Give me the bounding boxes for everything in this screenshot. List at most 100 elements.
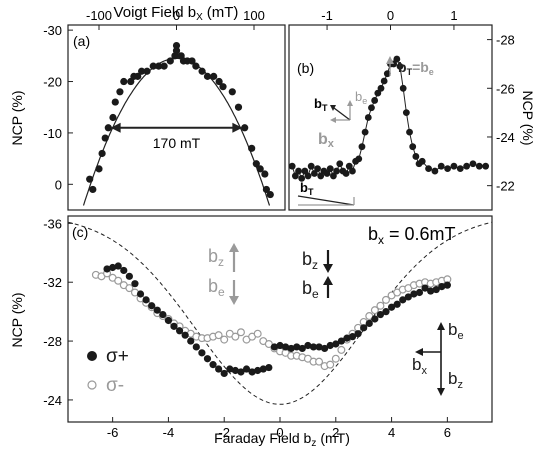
bT-eq-be-label: bT=be [398, 59, 434, 77]
sigma-plus-point [231, 366, 239, 375]
fwhm-arrowhead-left [110, 122, 121, 133]
panel-c-y-tick-label: -36 [43, 216, 62, 231]
panel-b-point [444, 165, 451, 173]
sigma-minus-point [365, 312, 374, 321]
top-tick-label: -100 [86, 8, 112, 23]
panel-a-point [101, 134, 109, 142]
inset-be-arrowhead [437, 322, 445, 330]
sigma-plus-point [265, 363, 273, 372]
panel-b-point [374, 89, 382, 97]
panel-b-point [482, 162, 490, 170]
bT-eq-be-arrowhead [386, 56, 394, 64]
panel-b-point [412, 153, 420, 160]
panel-b-point [399, 84, 407, 92]
panel-a-point [138, 67, 146, 75]
sigma-plus-point [220, 369, 228, 378]
panel-c-label: (c) [72, 224, 88, 240]
panel-b-point [310, 170, 318, 177]
panel-a-point [215, 77, 223, 86]
bT-long-label: bT [300, 180, 314, 197]
panel-c-ticks: -6 -4 -2 0 2 4 6 -24 -28 -32 -36 [43, 216, 451, 440]
panel-b-point [383, 70, 391, 78]
sigma-plus-point [203, 355, 212, 363]
panel-a-point [219, 83, 227, 91]
panel-b-point [298, 174, 306, 182]
sigma-minus-point [337, 345, 346, 354]
sigma-plus-point [114, 262, 122, 270]
panel-a-point [262, 185, 270, 194]
panel-c-x-tick-label: -6 [107, 425, 119, 440]
panel-b-frame [288, 24, 493, 211]
sigma-plus-point [365, 319, 373, 328]
panel-a-point [261, 170, 269, 178]
top-tick-label: 100 [243, 8, 265, 23]
panel-a-point [134, 72, 142, 80]
panel-b-point [463, 162, 471, 170]
panel-b-point [396, 62, 404, 70]
panel-b-point [456, 165, 464, 173]
sigma-plus-point [427, 287, 435, 295]
sigma-plus-point [181, 331, 189, 339]
sigma-minus-point [220, 335, 229, 344]
panel-b-point [336, 160, 344, 168]
panel-b-point [418, 157, 426, 165]
panel-c-x-tick-label: -2 [218, 425, 230, 440]
sigma-plus-point [332, 340, 340, 348]
panel-b-point [437, 162, 445, 170]
panel-b-plot [288, 55, 490, 182]
panel-b-point [307, 162, 315, 170]
sigma-plus-point [309, 343, 318, 351]
panel-c-x-tick-label: 6 [444, 425, 451, 440]
panel-c-frame [67, 215, 493, 423]
inset-bz-arrowhead [437, 388, 445, 396]
panel-a-point [160, 62, 168, 70]
panel-c-plot [67, 221, 493, 405]
sigma-plus-point [410, 290, 418, 298]
bT-small-arrowhead [330, 105, 336, 111]
panel-c-title: bx = 0.6mT [368, 224, 456, 247]
sigma-plus-point [270, 343, 279, 351]
black-be-label: be [302, 278, 319, 301]
sigma-plus-point [276, 341, 284, 350]
sigma-plus-point [120, 266, 128, 275]
sigma-plus-point [315, 343, 323, 351]
panel-b-point [361, 128, 369, 136]
panel-b-point [333, 167, 340, 175]
sigma-plus-point [148, 302, 156, 310]
panel-c-x-tick-label: 4 [388, 425, 395, 440]
panel-b: (b) NCP (%) -1 0 1 -22 -24 -26 -28 bT=be be bT… [288, 8, 533, 211]
sigma-plus-point [399, 296, 407, 304]
sigma-minus-point [253, 329, 262, 338]
sigma-plus-point [304, 341, 312, 350]
sigma-minus-point [114, 276, 123, 285]
panel-a-plot [82, 41, 274, 206]
sigma-plus-point [237, 368, 245, 376]
panel-a-label: (a) [73, 33, 90, 49]
legend-label-sigma-minus: σ- [106, 375, 124, 396]
bx-small-label: bx [318, 131, 335, 150]
panel-a-point [166, 57, 174, 65]
sigma-plus-point [192, 343, 200, 351]
panel-b-point [291, 172, 299, 180]
sigma-minus-point [214, 331, 223, 340]
panel-a-point [89, 185, 97, 194]
gray-field-pair: bz be [208, 243, 239, 305]
panel-b-point [358, 143, 366, 151]
sigma-plus-point [337, 337, 345, 345]
sigma-plus-point [281, 343, 290, 351]
panel-b-label: (b) [297, 60, 314, 76]
panel-b-point [380, 77, 388, 85]
panel-b-point [326, 165, 334, 173]
panel-b-point [425, 165, 432, 173]
sigma-plus-point [248, 368, 256, 376]
sigma-plus-point [393, 300, 401, 308]
inset-bz-label: bz [448, 369, 463, 391]
panel-b-point [323, 170, 331, 177]
sigma-plus-point [354, 330, 362, 338]
panel-a-point [198, 67, 206, 75]
be-small-arrowhead [347, 100, 353, 106]
panel-c-x-tick-label: -4 [163, 425, 175, 440]
sigma-plus-point [382, 308, 390, 316]
sigma-plus-point [142, 296, 150, 304]
